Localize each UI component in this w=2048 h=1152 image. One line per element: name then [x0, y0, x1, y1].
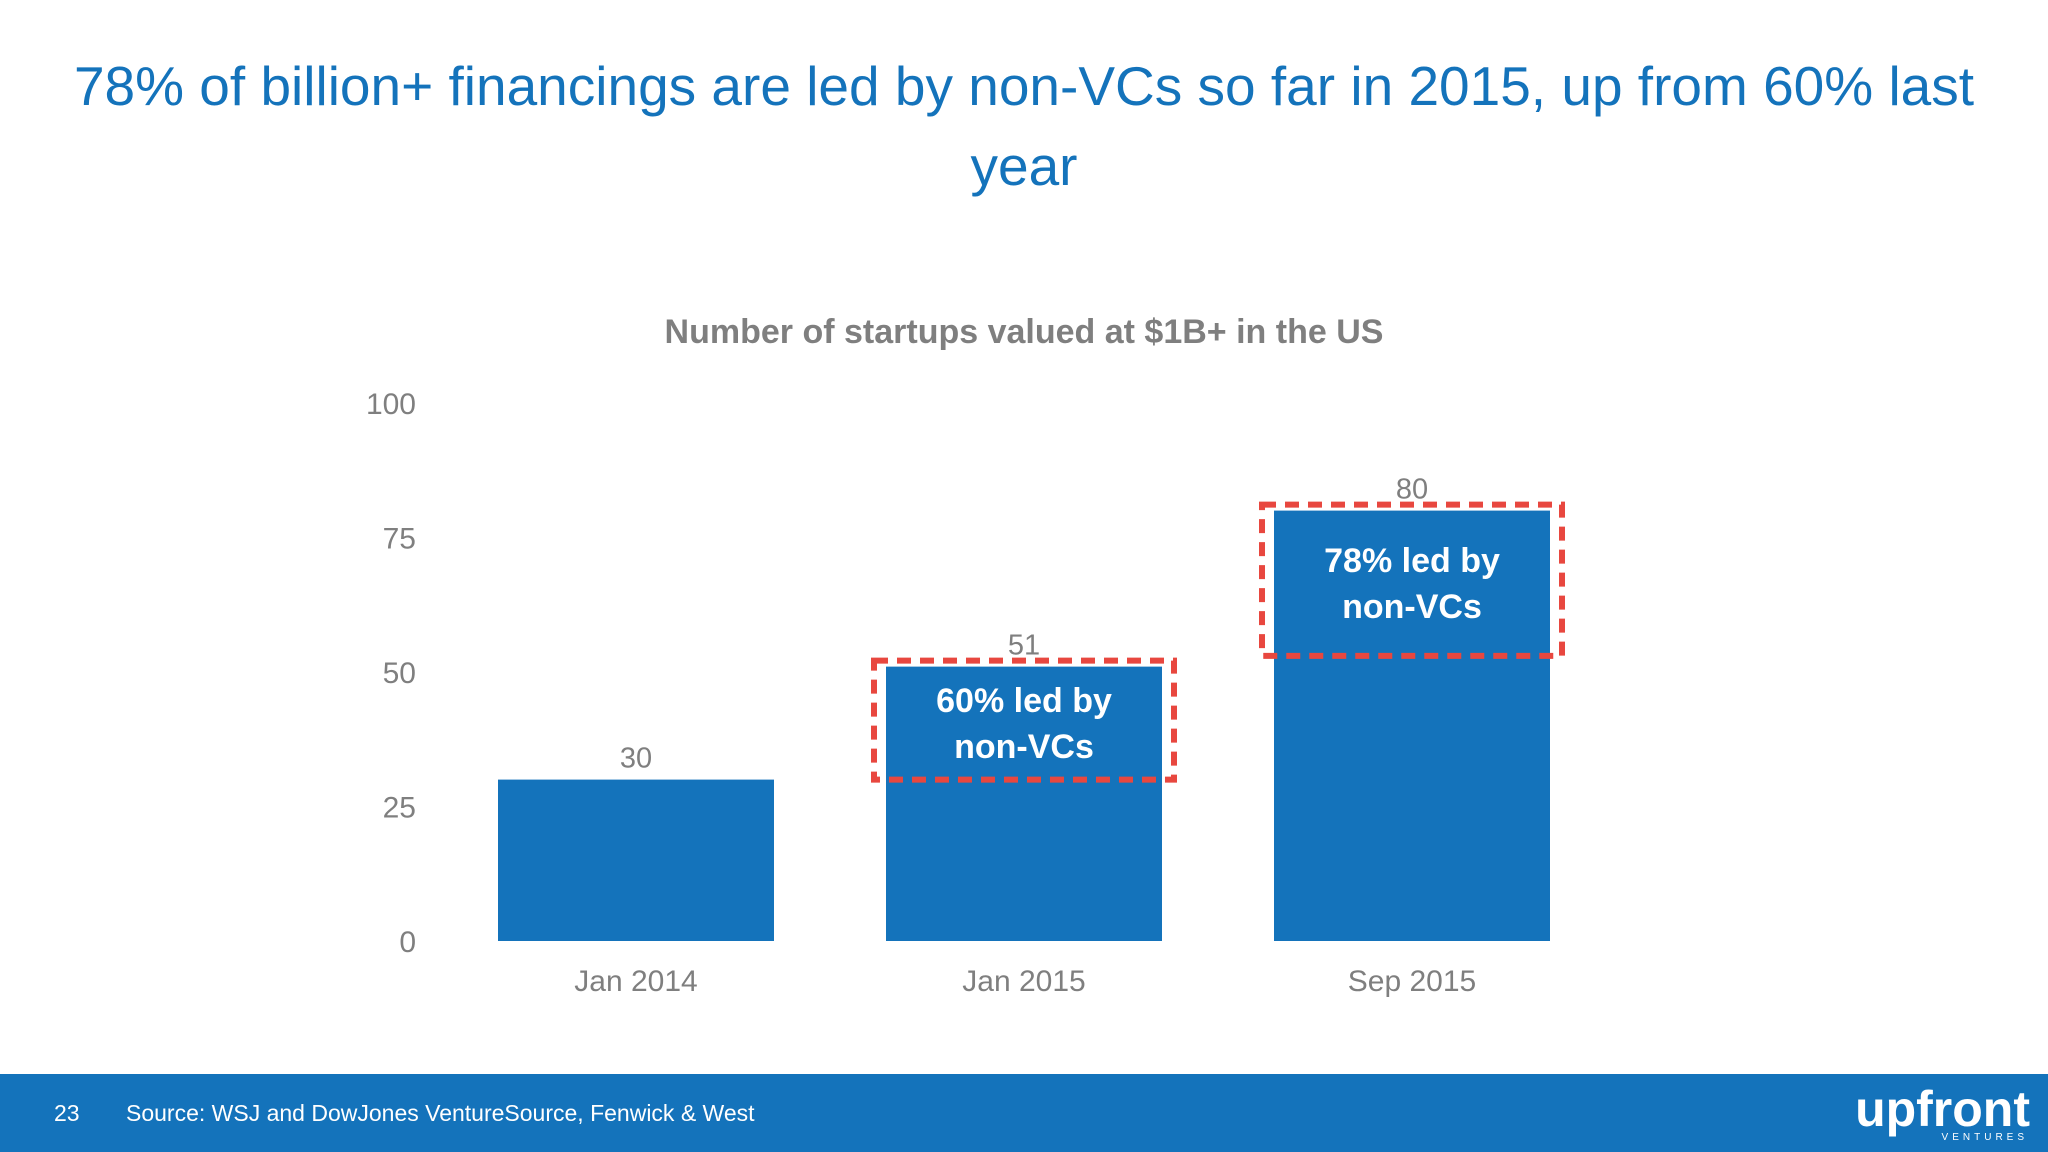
- annotation-text: 60% led by: [936, 682, 1112, 720]
- data-label: 80: [1396, 474, 1428, 506]
- logo-subtitle: VENTURES: [1941, 1132, 2028, 1143]
- source-note: Source: WSJ and DowJones VentureSource, …: [126, 1100, 755, 1126]
- category-label: Jan 2014: [574, 965, 697, 998]
- y-tick-label: 50: [383, 657, 416, 690]
- annotation-text: non-VCs: [1342, 588, 1482, 626]
- slide-title: 78% of billion+ financings are led by no…: [73, 55, 1975, 197]
- page-number: 23: [54, 1100, 80, 1126]
- category-label: Jan 2015: [962, 965, 1085, 998]
- chart-title: Number of startups valued at $1B+ in the…: [665, 313, 1384, 351]
- bar: [498, 779, 774, 941]
- annotation-text: 78% led by: [1324, 542, 1500, 580]
- highlight-box: [1259, 501, 1565, 659]
- logo-wordmark: upfront: [1855, 1081, 2030, 1137]
- y-tick-label: 0: [399, 926, 416, 959]
- category-label: Sep 2015: [1348, 965, 1476, 998]
- annotation-text: non-VCs: [954, 728, 1094, 766]
- y-tick-label: 75: [383, 523, 416, 556]
- data-label: 51: [1008, 630, 1040, 662]
- y-tick-label: 25: [383, 792, 416, 825]
- bar: [886, 666, 1162, 941]
- y-tick-label: 100: [366, 388, 416, 421]
- data-label: 30: [620, 743, 652, 775]
- bar: [1274, 510, 1550, 941]
- upfront-logo: upfront VENTURES: [1820, 1084, 2030, 1144]
- footer-bar: 23 Source: WSJ and DowJones VentureSourc…: [0, 1074, 2048, 1152]
- highlight-box: [871, 657, 1177, 783]
- bar-chart: Number of startups valued at $1B+ in the…: [366, 313, 1565, 998]
